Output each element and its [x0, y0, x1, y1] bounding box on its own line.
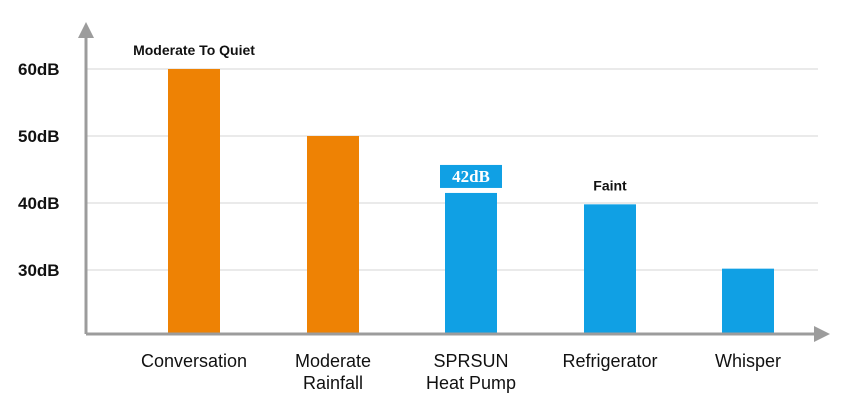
x-category-label: Rainfall: [303, 373, 363, 393]
x-category-label: Conversation: [141, 351, 247, 371]
labels: 30dB 40dB 50dB 60dB Conversation ModerateRain…: [18, 42, 781, 393]
bar: [722, 268, 774, 334]
y-axis-arrow-icon: [78, 22, 94, 38]
x-axis-arrow-icon: [814, 326, 830, 342]
bars: [168, 69, 774, 334]
data-label-box: [440, 164, 502, 188]
bar-annotation: Faint: [593, 177, 627, 193]
y-tick-label: 30dB: [18, 261, 60, 280]
x-category-label: SPRSUN: [433, 351, 508, 371]
bar: [168, 69, 220, 334]
x-category-label: Heat Pump: [426, 373, 516, 393]
y-tick-label: 60dB: [18, 60, 60, 79]
y-tick-label: 40dB: [18, 194, 60, 213]
axes: [78, 22, 830, 342]
bar: [584, 204, 636, 334]
data-label: 42dB: [452, 167, 490, 186]
bar-annotation: Moderate To Quiet: [133, 42, 255, 58]
y-tick-label: 50dB: [18, 127, 60, 146]
x-category-label: Refrigerator: [562, 351, 657, 371]
x-category-label: Whisper: [715, 351, 781, 371]
bar: [445, 192, 497, 334]
bar: [307, 136, 359, 334]
x-category-label: Moderate: [295, 351, 371, 371]
